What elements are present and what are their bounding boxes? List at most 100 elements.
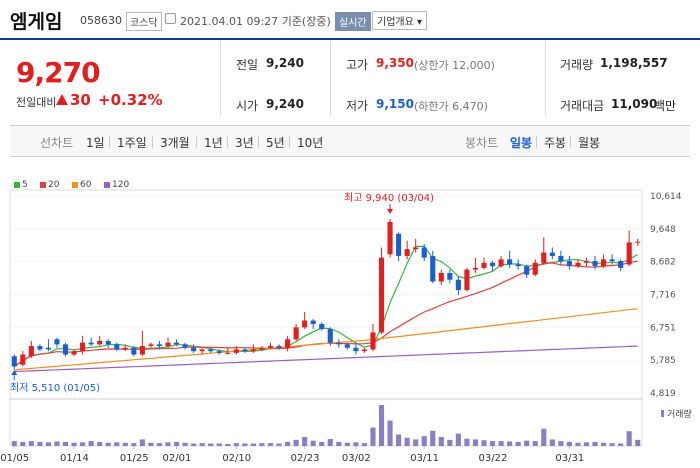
divider — [220, 40, 221, 116]
volume-legend-label: 거래량 — [667, 408, 692, 420]
volume-bar — [28, 441, 34, 446]
y-tick-label: 4,819 — [650, 389, 676, 399]
change-percent: +0.32% — [98, 91, 163, 109]
volume-bar — [370, 427, 376, 446]
tab-monthly[interactable]: 월봉 — [578, 136, 601, 150]
candle-body — [336, 342, 342, 345]
volume-bar — [524, 440, 530, 446]
volume-bar — [498, 441, 504, 446]
volume-label: 거래량 — [560, 58, 594, 72]
candle-body — [139, 346, 145, 355]
lower-limit: (하한가 6,470) — [414, 100, 488, 113]
legend-ma120: 120 — [104, 180, 129, 190]
candle-body — [378, 257, 385, 333]
ma60-line — [14, 308, 638, 371]
candle-body — [310, 320, 316, 324]
volume-bar — [472, 439, 479, 446]
volume-bar — [481, 440, 487, 446]
candle-body — [88, 342, 94, 345]
volume-bar — [216, 443, 222, 446]
tab-1w[interactable]: 1주일 — [117, 136, 147, 150]
candle-body — [583, 261, 590, 263]
volume-bar — [430, 430, 436, 446]
candle-body — [105, 340, 111, 345]
volume-bar — [259, 443, 265, 446]
volume-bar — [11, 441, 17, 446]
company-info-dropdown[interactable]: 기업개요 ▾ — [372, 11, 427, 30]
candle-body — [344, 344, 350, 348]
realtime-button[interactable]: 실시간 — [335, 12, 371, 31]
candle-body — [575, 262, 581, 267]
y-tick-label: 8,682 — [650, 258, 676, 268]
volume-bar — [54, 441, 60, 446]
y-tick-label: 9,648 — [650, 225, 676, 235]
tab-daily[interactable]: 일봉 — [510, 136, 533, 150]
volume-bar — [344, 442, 350, 446]
candle-body — [122, 347, 128, 350]
y-tick-label: 5,785 — [650, 356, 676, 366]
tab-separator — [570, 136, 571, 148]
tab-3y[interactable]: 3년 — [235, 136, 254, 150]
candle-body — [216, 351, 222, 353]
volume-bar — [310, 440, 316, 446]
divider — [330, 40, 331, 116]
volume-bar — [609, 443, 615, 446]
candle-body — [370, 332, 376, 350]
volume-bar — [37, 441, 43, 446]
candle-body — [267, 346, 274, 348]
candle-body — [635, 241, 641, 243]
candle-body — [259, 347, 265, 350]
candle-body — [421, 247, 427, 258]
volume-bar — [447, 439, 453, 446]
volume-bar — [267, 443, 274, 446]
candle-body — [293, 327, 299, 340]
volume-bar — [302, 436, 308, 446]
tab-1d[interactable]: 1일 — [86, 136, 105, 150]
candle-body — [37, 346, 43, 350]
volume-bar — [532, 441, 538, 446]
candle-body — [199, 349, 205, 352]
legend-ma5: 5 — [14, 180, 28, 190]
candle-body — [430, 255, 436, 282]
candle-body — [558, 255, 564, 262]
volume-bar — [173, 441, 180, 446]
upper-limit: (상한가 12,000) — [414, 59, 495, 72]
tab-separator — [152, 136, 153, 148]
line-chart-label: 선차트 — [40, 136, 74, 150]
candle-body — [173, 342, 180, 345]
candle-body — [396, 233, 402, 256]
market-badge: 코스닥 — [126, 12, 162, 31]
volume-bar — [464, 438, 470, 446]
tab-separator — [258, 136, 259, 148]
volume-bar — [489, 441, 496, 446]
candle-body — [20, 354, 26, 365]
min-arrow-head — [11, 370, 18, 375]
candle-body — [353, 347, 359, 352]
chart-tabs: 선차트 1일 1주일 3개월 1년 3년 5년 10년 봉차트 일봉 주봉 월봉 — [10, 125, 690, 157]
candle-body — [233, 349, 239, 353]
tab-5y[interactable]: 5년 — [266, 136, 285, 150]
trade-value-unit: 백만 — [654, 99, 677, 113]
x-tick-label: 02/10 — [222, 453, 251, 464]
candle-body — [532, 262, 538, 275]
open-value: 9,240 — [266, 97, 304, 111]
tab-10y[interactable]: 10년 — [297, 136, 324, 150]
volume-bar — [156, 443, 163, 446]
x-tick-label: 02/23 — [291, 453, 320, 464]
y-tick-label: 10,614 — [650, 192, 682, 202]
volume-bar — [413, 439, 419, 446]
tab-1y[interactable]: 1년 — [204, 136, 223, 150]
legend-ma20: 20 — [40, 180, 59, 190]
y-tick-label: 7,716 — [650, 291, 676, 301]
divider — [545, 40, 546, 116]
candle-body — [592, 261, 598, 267]
candle-body — [404, 249, 410, 256]
tab-weekly[interactable]: 주봉 — [544, 136, 567, 150]
volume-bar — [618, 443, 624, 446]
candle-body — [242, 349, 248, 352]
candle-body — [507, 259, 513, 265]
tab-3m[interactable]: 3개월 — [160, 136, 190, 150]
candle-body — [566, 261, 572, 267]
volume-bar — [455, 433, 461, 446]
volume-bar — [541, 428, 547, 446]
